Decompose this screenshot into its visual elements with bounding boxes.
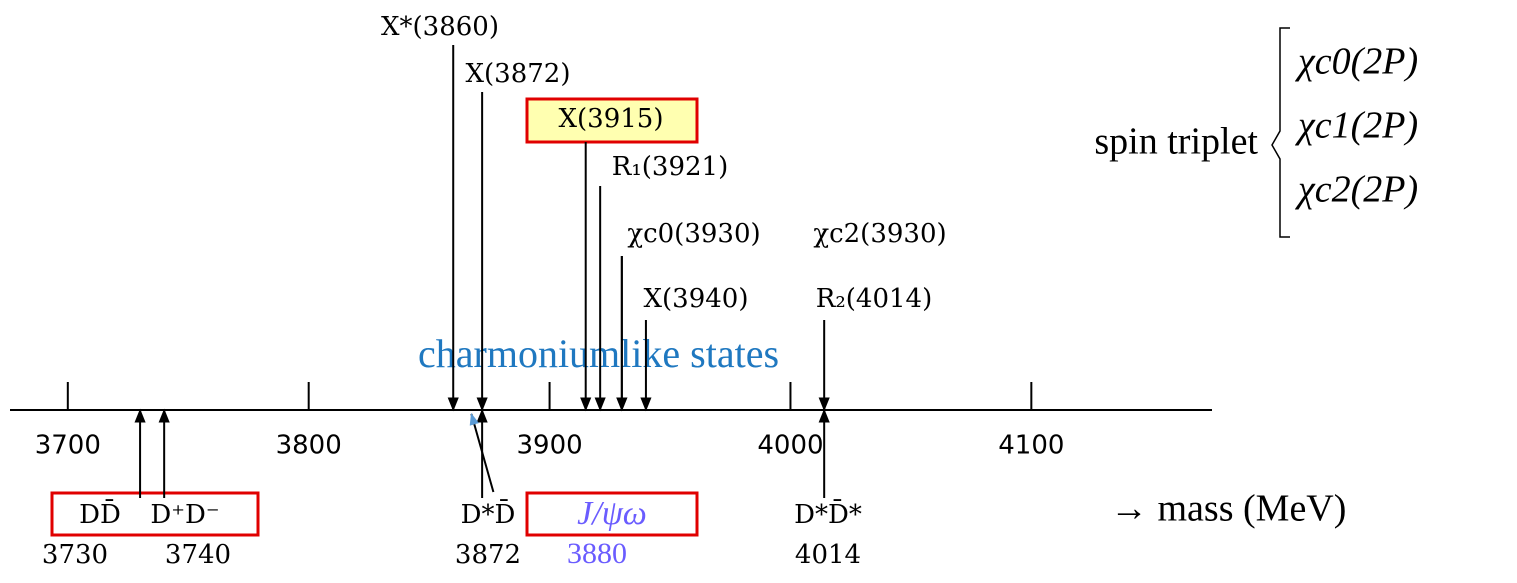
threshold-mass: 3730 [42, 540, 108, 570]
annotation: charmoniumlike states [418, 331, 779, 376]
threshold-label: DD̄ [79, 498, 121, 530]
threshold-arrow [469, 412, 495, 493]
threshold-label: J/ψω [577, 495, 647, 532]
state-label: X(3915) [559, 104, 664, 134]
axis-label: → mass (MeV) [1110, 488, 1346, 530]
threshold-label: D*D̄ [461, 498, 516, 530]
state-label: X(3872) [466, 59, 571, 89]
highlight-box [50, 491, 260, 537]
threshold-label: D*D̄* [794, 498, 862, 530]
triplet-member: χc0(2P) [1294, 41, 1418, 83]
threshold-mass: 3872 [455, 540, 521, 570]
threshold-mass: 3880 [567, 537, 627, 570]
highlight-box [525, 97, 699, 144]
threshold-mass: 4014 [795, 540, 861, 570]
threshold-mass: 3740 [165, 540, 231, 570]
state-label: X(3940) [644, 284, 749, 314]
highlight-box [525, 491, 699, 537]
tick-label: 3700 [35, 431, 101, 461]
triplet-member: χc2(2P) [1294, 169, 1418, 211]
threshold-label: D⁺D⁻ [150, 500, 219, 530]
tick-label: 4000 [757, 431, 823, 461]
tick-label: 4100 [998, 431, 1064, 461]
brace [1271, 27, 1290, 238]
state-label: R₁(3921) [612, 152, 728, 182]
state-label: χc0(3930) [627, 219, 760, 249]
state-label: χc2(3930) [813, 219, 946, 249]
triplet-label: spin triplet [1094, 121, 1258, 163]
tick-label: 3800 [276, 431, 342, 461]
state-label: X*(3860) [381, 12, 499, 42]
triplet-member: χc1(2P) [1294, 105, 1418, 147]
state-label: R₂(4014) [816, 284, 932, 314]
tick-label: 3900 [516, 431, 582, 461]
